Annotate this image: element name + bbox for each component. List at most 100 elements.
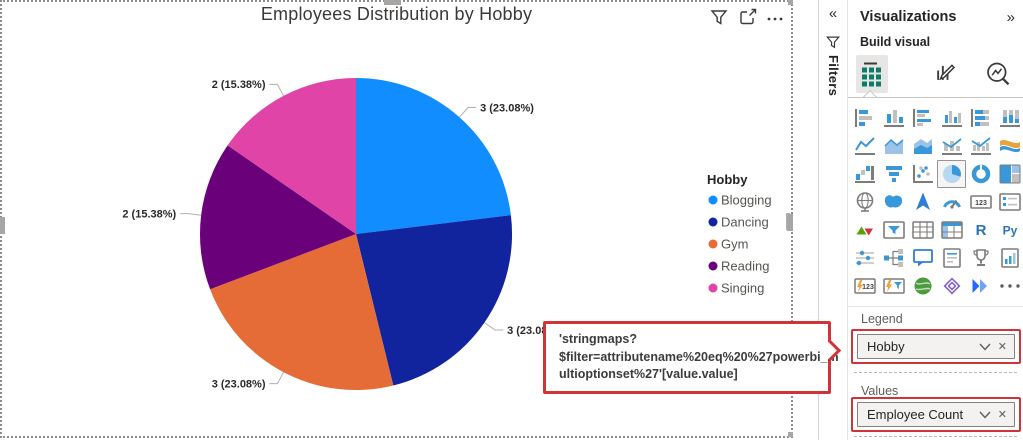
pie-slice-Dancing[interactable] (356, 215, 513, 386)
gallery-power-apps-icon[interactable]: 123 (850, 272, 879, 300)
gallery-line-chart-icon[interactable] (850, 132, 879, 160)
values-drop-zone[interactable] (854, 436, 1017, 440)
legend-field-value: Hobby (867, 339, 905, 354)
legend-drop-zone[interactable] (854, 372, 1017, 386)
gallery-custom-visual-icon[interactable] (937, 272, 966, 300)
filters-funnel-icon[interactable] (824, 33, 842, 51)
resize-handle-top[interactable] (384, 0, 401, 5)
pie-slice-Blogging[interactable] (356, 78, 511, 234)
gallery-card-icon[interactable]: 123 (966, 188, 995, 216)
remove-field-icon[interactable]: ✕ (997, 341, 1007, 353)
gallery-get-more-visuals-icon[interactable] (995, 272, 1023, 300)
tab-format-visual[interactable] (928, 55, 960, 93)
resize-handle-top-right[interactable] (788, 0, 793, 5)
gallery-area-chart-icon[interactable] (879, 132, 908, 160)
resize-handle-right[interactable] (787, 214, 793, 231)
legend-swatch-Dancing (708, 217, 718, 227)
gallery-map-icon[interactable] (850, 188, 879, 216)
pie-slice-Gym[interactable] (210, 234, 394, 391)
legend-item-Blogging[interactable]: Blogging (721, 193, 772, 208)
selection-border-bottom (0, 436, 793, 438)
gallery-treemap-icon[interactable] (995, 160, 1023, 188)
gallery-power-automate-icon[interactable] (879, 272, 908, 300)
gallery-donut-chart-icon[interactable] (966, 160, 995, 188)
gallery-power-automate-visual-icon[interactable] (966, 272, 995, 300)
svg-text:123: 123 (975, 200, 987, 207)
visual-gallery: 123 R Py 123 (850, 104, 1023, 300)
svg-text:R: R (975, 222, 986, 239)
resize-handle-left[interactable] (0, 217, 5, 234)
legend-swatch-Reading (708, 261, 718, 271)
values-annotation-highlight: Employee Count ✕ (851, 397, 1021, 432)
chevron-down-icon[interactable] (978, 342, 992, 352)
collapse-pane-chevron[interactable]: » (1006, 9, 1015, 26)
gallery-line-and-clustered-column-chart-icon[interactable] (966, 132, 995, 160)
gallery-decomposition-tree-icon[interactable] (879, 244, 908, 272)
gallery-table-icon[interactable] (908, 216, 937, 244)
legend-field-well[interactable]: Hobby ✕ (857, 334, 1015, 359)
chevron-down-icon[interactable] (978, 410, 992, 420)
gallery-q-and-a-icon[interactable] (908, 244, 937, 272)
gallery-stacked-column-chart-icon[interactable] (879, 104, 908, 132)
format-visual-icon (937, 64, 956, 81)
values-field-well[interactable]: Employee Count ✕ (857, 402, 1015, 427)
pie-slice-Singing[interactable] (227, 78, 356, 234)
pie-slice-Reading[interactable] (199, 145, 356, 290)
legend-annotation-highlight: Hobby ✕ (851, 329, 1021, 364)
analytics-icon (987, 62, 1010, 86)
expand-filters-chevron[interactable]: « (828, 5, 838, 22)
legend-item-Gym[interactable]: Gym (721, 237, 748, 252)
data-label-Reading: 2 (15.38%) (122, 208, 176, 220)
legend-item-Dancing[interactable]: Dancing (721, 215, 769, 230)
gallery-azure-map-icon[interactable] (908, 188, 937, 216)
annotation-line-2: $filter=attributename%20eq%20%27powerbi_… (559, 349, 839, 364)
label-leader-line (180, 213, 202, 216)
gallery-python-visual-icon[interactable]: Py (995, 216, 1023, 244)
gallery-clustered-bar-chart-icon[interactable] (908, 104, 937, 132)
annotation-line-1: 'stringmaps? (559, 332, 637, 346)
gallery-matrix-icon[interactable] (937, 216, 966, 244)
gallery-scatter-chart-icon[interactable] (908, 160, 937, 188)
gallery-waterfall-chart-icon[interactable] (850, 160, 879, 188)
gallery-stacked-bar-chart-icon[interactable] (850, 104, 879, 132)
gallery-smart-narrative-icon[interactable] (937, 244, 966, 272)
gallery-ribbon-chart-icon[interactable] (995, 132, 1023, 160)
gallery-kpi-icon[interactable] (850, 216, 879, 244)
annotation-line-3: ultioptionset%27'[value.value] (559, 367, 738, 381)
gallery-gauge-icon[interactable] (937, 188, 966, 216)
gallery-slicer-icon[interactable] (879, 216, 908, 244)
gallery-funnel-chart-icon[interactable] (879, 160, 908, 188)
tab-build-visual[interactable] (856, 55, 888, 93)
legend-item-Singing[interactable]: Singing (721, 281, 764, 296)
gallery-r-script-visual-icon[interactable]: R (966, 216, 995, 244)
gallery-key-influencers-icon[interactable] (850, 244, 879, 272)
focus-mode-icon[interactable] (737, 6, 759, 28)
resize-handle-bottom-right[interactable] (788, 432, 793, 437)
visualizations-title: Visualizations (860, 9, 957, 25)
gallery-arcgis-maps-icon[interactable] (908, 272, 937, 300)
remove-field-icon[interactable]: ✕ (997, 409, 1007, 421)
label-leader-line (484, 322, 504, 331)
gallery-metrics-icon[interactable] (966, 244, 995, 272)
legend-item-Reading[interactable]: Reading (721, 259, 769, 274)
svg-text:Py: Py (1002, 224, 1017, 238)
gallery-hundred-percent-stacked-column-chart-icon[interactable] (995, 104, 1023, 132)
more-options-icon[interactable] (764, 6, 786, 28)
tab-analytics[interactable] (982, 55, 1014, 93)
gallery-clustered-column-chart-icon[interactable] (937, 104, 966, 132)
pie-chart[interactable]: 3 (23.08%)3 (23.08%)3 (23.08%)2 (15.38%)… (0, 0, 793, 438)
gallery-pie-chart-icon[interactable] (937, 160, 966, 188)
values-field-value: Employee Count (867, 407, 964, 422)
gallery-multi-row-card-icon[interactable] (995, 188, 1023, 216)
gallery-hundred-percent-stacked-bar-chart-icon[interactable] (966, 104, 995, 132)
gallery-paginated-report-icon[interactable] (995, 244, 1023, 272)
pie-chart-visual[interactable]: Employees Distribution by Hobby 3 (23.08… (0, 0, 793, 438)
filters-pane-label[interactable]: Filters (826, 55, 841, 97)
visual-title: Employees Distribution by Hobby (260, 4, 533, 24)
gallery-filled-map-icon[interactable] (879, 188, 908, 216)
label-leader-line (269, 371, 284, 385)
filter-funnel-icon[interactable] (708, 6, 730, 28)
gallery-line-and-stacked-column-chart-icon[interactable] (937, 132, 966, 160)
gallery-stacked-area-chart-icon[interactable] (908, 132, 937, 160)
